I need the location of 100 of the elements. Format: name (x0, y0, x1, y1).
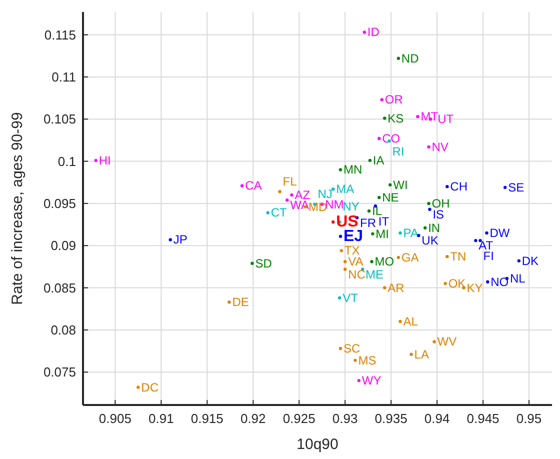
data-label: WV (437, 334, 457, 349)
point (444, 282, 447, 286)
data-label: DK (522, 254, 539, 268)
point (428, 208, 432, 211)
data-label: SE (508, 180, 524, 194)
x-tick-label: 0.93 (332, 411, 358, 426)
data-label: TN (450, 250, 466, 264)
data-label: WY (362, 374, 382, 388)
y-tick-label: 0.105 (43, 112, 76, 127)
data-label: NO (490, 274, 509, 289)
data-label: NV (432, 140, 448, 154)
data-label: KY (466, 280, 483, 295)
point (485, 231, 488, 235)
point (378, 196, 381, 200)
point (362, 30, 366, 34)
point (398, 231, 402, 235)
x-tick-label: 0.95 (516, 411, 542, 426)
point (338, 234, 342, 238)
point (432, 340, 436, 344)
point (332, 220, 335, 224)
data-label: WI (393, 178, 408, 192)
data-label: IN (428, 220, 440, 235)
point (410, 352, 413, 356)
data-label: HI (98, 153, 111, 168)
data-label: NY (342, 200, 360, 214)
data-label: NL (510, 272, 526, 286)
data-label: OR (384, 92, 404, 107)
data-label: GA (401, 250, 419, 264)
data-label: ND (401, 51, 420, 66)
point (357, 378, 360, 382)
point (343, 260, 347, 264)
point (278, 190, 282, 194)
y-tick-label: 0.095 (43, 196, 76, 211)
x-tick-label: 0.925 (282, 411, 316, 426)
point (396, 56, 400, 60)
data-label: VT (342, 290, 359, 305)
data-label: SD (255, 256, 272, 270)
data-label: SC (343, 341, 360, 356)
point (383, 286, 386, 290)
point (354, 358, 357, 362)
data-label: LA (414, 347, 429, 362)
point (338, 168, 342, 172)
x-axis-title: 10q90 (296, 436, 338, 453)
data-label: DE (232, 295, 249, 310)
data-label: UK (422, 234, 438, 248)
point (446, 184, 449, 188)
point (338, 346, 342, 350)
data-label: DC (141, 380, 159, 394)
y-tick-label: 0.075 (43, 364, 76, 380)
data-label: NC (348, 267, 366, 282)
data-label: MA (336, 182, 354, 196)
point (427, 145, 430, 149)
data-label: JP (173, 232, 188, 247)
x-tick-label: 0.935 (374, 411, 408, 426)
point (266, 211, 270, 214)
data-label: CH (450, 180, 468, 194)
data-label: MO (374, 254, 394, 269)
point (136, 386, 140, 389)
data-label: MS (358, 353, 376, 368)
point (446, 254, 449, 258)
point (378, 136, 381, 140)
y-tick-label: 0.085 (43, 280, 76, 296)
point (416, 114, 420, 118)
point (370, 260, 374, 264)
data-label: MN (343, 162, 362, 177)
data-label: IA (372, 153, 384, 168)
point (380, 98, 384, 102)
data-label: DW (490, 226, 510, 240)
data-label: NE (382, 190, 399, 205)
point (371, 232, 374, 236)
point (368, 158, 372, 162)
data-label: CA (245, 178, 262, 193)
data-label: FR (360, 216, 376, 230)
data-label: UT (438, 112, 454, 126)
point (286, 198, 289, 202)
point (332, 188, 335, 191)
point (250, 262, 254, 265)
data-label: FL (282, 174, 298, 188)
data-label: RI (392, 144, 404, 158)
point (474, 238, 478, 242)
y-tick-label: 0.115 (44, 27, 76, 42)
y-tick-label: 0.08 (50, 322, 76, 338)
point (396, 256, 400, 260)
y-tick-label: 0.1 (58, 154, 76, 169)
point (383, 116, 386, 120)
y-axis-title: Rate of increase, ages 90-99 (9, 112, 26, 305)
data-label: ME (366, 267, 384, 282)
x-tick-label: 0.91 (148, 411, 174, 426)
x-tick-label: 0.92 (240, 411, 266, 426)
point (423, 226, 427, 230)
x-tick-label: 0.94 (424, 411, 450, 426)
x-tick-label: 0.905 (98, 411, 132, 426)
point (427, 202, 430, 206)
point (517, 259, 520, 262)
point (343, 268, 347, 271)
point (290, 193, 294, 197)
y-tick-label: 0.11 (52, 69, 76, 84)
data-label: AR (388, 280, 405, 295)
point (340, 249, 344, 252)
point (504, 186, 507, 190)
